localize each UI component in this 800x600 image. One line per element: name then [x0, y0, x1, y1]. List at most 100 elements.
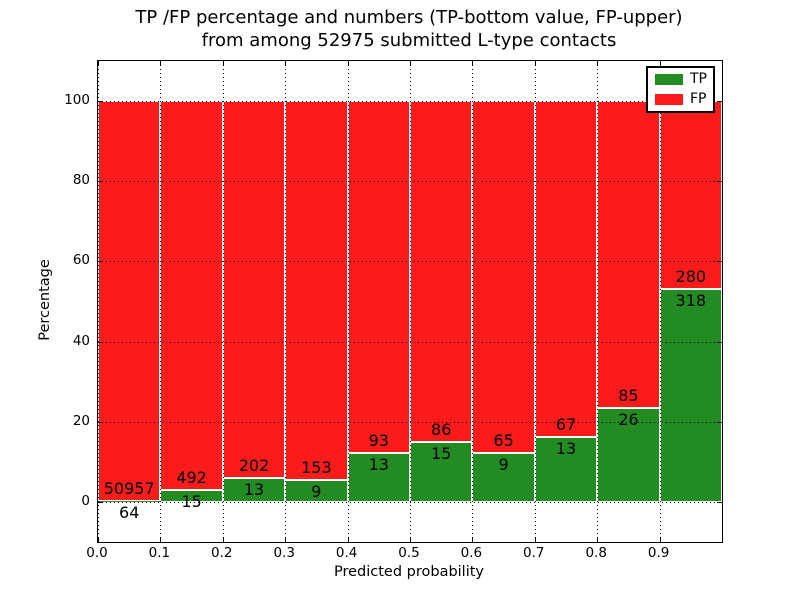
x-tick-mark — [98, 537, 99, 542]
bar-segment-fp — [347, 101, 410, 453]
gridline-v — [597, 61, 599, 542]
x-tick-label: 0.8 — [585, 545, 607, 561]
bar-segment-tp — [472, 453, 535, 502]
tp-count-label: 13 — [555, 438, 577, 458]
gridline-v — [472, 61, 474, 542]
fp-count-label: 153 — [301, 457, 332, 477]
x-tick-label: 0.7 — [523, 545, 545, 561]
tp-count-label: 15 — [431, 444, 452, 464]
plot-area: 50957 64 492 15 202 13 153 9 93 13 86 15 65 9 67 13 85 26… — [97, 60, 723, 543]
legend-item-tp: TP — [655, 71, 707, 87]
x-tick-mark — [347, 61, 349, 66]
x-tick-mark — [534, 61, 536, 66]
bar-segment-fp — [285, 101, 348, 480]
y-tick-mark — [98, 181, 103, 183]
gridline-v — [98, 61, 99, 542]
x-tick-mark — [597, 61, 599, 66]
bar-segment-fp — [534, 101, 598, 437]
x-axis-label: Predicted probability — [333, 564, 485, 580]
y-tick-label: 20 — [72, 412, 90, 429]
legend-swatch-tp-icon — [655, 74, 683, 85]
fp-count-label: 86 — [431, 420, 452, 440]
x-tick-mark — [597, 537, 599, 542]
bar-segment-tp — [534, 436, 598, 502]
y-tick-mark — [98, 261, 103, 263]
gridline-v — [659, 61, 661, 542]
bar-segment-tp — [659, 288, 722, 502]
x-tick-mark — [160, 61, 162, 66]
bar-segment-fp — [98, 101, 161, 502]
x-tick-mark — [285, 537, 287, 542]
legend-label-tp: TP — [690, 71, 707, 87]
x-tick-mark — [347, 537, 349, 542]
gridline-v — [222, 61, 224, 542]
bar-segment-tp — [410, 442, 473, 502]
gridline-v — [160, 61, 162, 542]
bar-segment-fp — [410, 101, 473, 443]
y-tick-label: 40 — [72, 332, 90, 349]
gridline-v — [534, 61, 536, 542]
x-tick-mark — [98, 61, 99, 66]
bar-segment-tp — [222, 477, 286, 502]
y-tick-label: 60 — [72, 252, 90, 269]
y-tick-mark — [717, 341, 722, 343]
chart-title-line-1: TP /FP percentage and numbers (TP-bottom… — [135, 7, 683, 28]
fp-count-label: 492 — [176, 468, 207, 488]
x-tick-mark — [222, 61, 224, 66]
x-tick-label: 0.0 — [86, 545, 108, 561]
y-tick-mark — [98, 101, 103, 103]
chart-title: TP /FP percentage and numbers (TP-bottom… — [97, 6, 721, 52]
bar-segment-fp — [160, 101, 223, 491]
x-tick-mark — [410, 61, 411, 66]
y-tick-mark — [717, 421, 722, 423]
bar-segment-fp — [472, 101, 535, 454]
fp-count-label: 93 — [368, 430, 389, 450]
bar-segment-fp — [659, 101, 722, 289]
y-tick-mark — [717, 501, 722, 503]
tp-count-label: 318 — [675, 290, 707, 310]
x-tick-label: 0.3 — [273, 545, 295, 561]
y-tick-mark — [98, 341, 103, 343]
x-tick-mark — [285, 61, 287, 66]
tp-count-label: 13 — [368, 454, 389, 474]
x-tick-mark — [534, 537, 536, 542]
legend: TP FP — [646, 66, 715, 113]
x-tick-label: 0.9 — [647, 545, 670, 561]
y-tick-label: 100 — [64, 92, 90, 109]
legend-item-fp: FP — [655, 91, 707, 107]
fp-count-label: 280 — [675, 266, 707, 286]
gridline-v — [285, 61, 287, 542]
x-tick-mark — [222, 537, 224, 542]
y-tick-mark — [98, 421, 103, 423]
x-tick-mark — [472, 537, 474, 542]
bar-segment-tp — [98, 501, 161, 502]
chart-title-line-2: from among 52975 submitted L-type contac… — [201, 30, 617, 51]
fp-count-label: 50957 — [103, 479, 155, 499]
bar-segment-fp — [597, 101, 660, 409]
x-tick-mark — [410, 537, 411, 542]
y-tick-label: 80 — [72, 172, 90, 189]
gridline-v — [410, 61, 411, 542]
tp-count-label: 9 — [498, 455, 509, 475]
x-tick-label: 0.5 — [398, 545, 420, 561]
bar-segment-tp — [597, 408, 660, 502]
bar-segment-tp — [347, 452, 410, 502]
bar-segment-fp — [222, 101, 286, 478]
y-tick-mark — [98, 501, 103, 503]
tp-count-label: 9 — [311, 481, 322, 501]
legend-label-fp: FP — [690, 91, 707, 107]
tp-count-label: 13 — [243, 479, 265, 499]
x-tick-label: 0.1 — [148, 545, 171, 561]
tp-count-label: 64 — [119, 503, 140, 523]
x-tick-label: 0.4 — [335, 545, 358, 561]
gridline-v — [347, 61, 349, 542]
y-axis-label: Percentage — [37, 259, 53, 341]
x-tick-mark — [659, 537, 661, 542]
y-tick-mark — [717, 181, 722, 183]
fp-count-label: 65 — [493, 431, 514, 451]
fp-count-label: 85 — [618, 386, 639, 406]
x-tick-mark — [659, 61, 661, 66]
y-tick-mark — [717, 101, 722, 103]
tp-count-label: 26 — [618, 410, 639, 430]
